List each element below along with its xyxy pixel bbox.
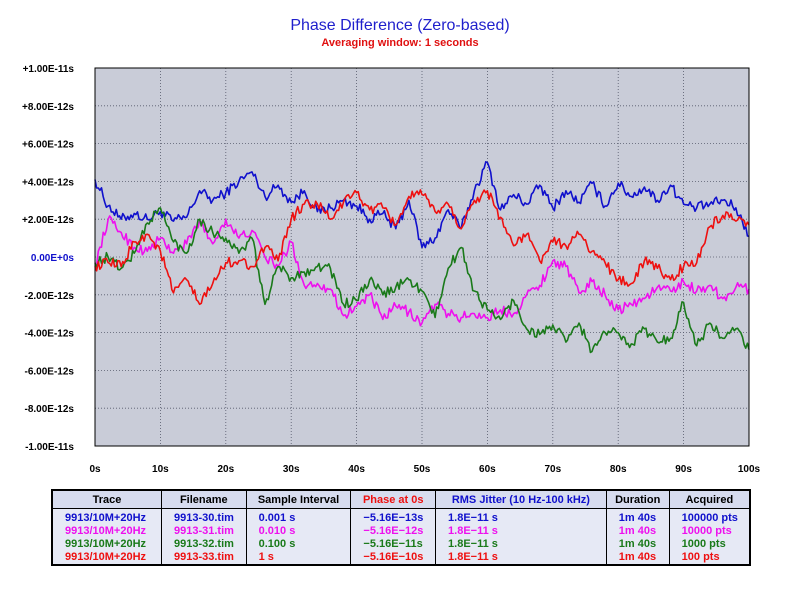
y-tick-label: -8.00E-12s [25,404,75,415]
series-line [94,161,750,249]
y-tick-label: +2.00E-12s [22,215,74,226]
x-tick-label: 90s [675,464,692,475]
y-tick-label: +6.00E-12s [22,140,74,151]
legend-header-jitter: RMS Jitter (10 Hz-100 kHz) [435,491,607,509]
legend-duration: 1m 40s [606,551,670,564]
legend-trace: 9913/10M+20Hz [53,538,162,551]
phase-difference-chart: +1.00E-11s +8.00E-12s +6.00E-12s +4.00E-12s… [22,64,761,475]
x-tick-label: 0s [89,464,101,475]
legend-filename: 9913-31.tim [161,525,247,538]
y-tick-label: -4.00E-12s [25,329,75,340]
legend-jitter: 1.8E−11 s [435,551,607,564]
y-tick-label: +4.00E-12s [22,177,74,188]
legend-header-acquired: Acquired [669,491,749,509]
y-tick-label: -1.00E-11s [25,442,74,453]
legend-grid: Trace Filename Sample Interval Phase at … [53,491,749,564]
legend-interval: 1 s [246,551,352,564]
legend-header-duration: Duration [606,491,670,509]
legend-acquired: 1000 pts [681,538,726,550]
series-line [94,189,750,306]
legend-filename: 9913-33.tim [161,551,247,564]
x-tick-label: 100s [738,464,761,475]
x-tick-label: 60s [479,464,496,475]
legend-duration: 1m 40s [606,525,670,538]
legend-jitter: 1.8E−11 s [435,508,607,525]
legend-duration: 1m 40s [606,538,670,551]
legend-header-interval: Sample Interval [246,491,352,509]
legend-header-trace: Trace [53,491,162,509]
y-tick-label: -2.00E-12s [25,291,75,302]
legend-acquired: 100000 pts [681,512,738,524]
series-line [94,207,750,354]
legend-table: Trace Filename Sample Interval Phase at … [51,489,751,566]
x-tick-label: 30s [283,464,300,475]
legend-header-phase: Phase at 0s [350,491,437,509]
y-tick-label: +8.00E-12s [22,102,74,113]
plot-frame [94,67,750,447]
legend-header-filename: Filename [161,491,247,509]
legend-jitter: 1.8E−11 s [435,525,607,538]
legend-trace: 9913/10M+20Hz [53,525,162,538]
legend-trace: 9913/10M+20Hz [53,551,162,564]
legend-phase: −5.16E−10s [350,551,437,564]
legend-phase: −5.16E−12s [350,525,437,538]
legend-row: 9913/10M+20Hz 9913-31.tim 0.010 s −5.16E… [53,525,749,538]
x-tick-label: 40s [348,464,365,475]
legend-interval: 0.100 s [246,538,352,551]
legend-acquired: 10000 pts [681,525,732,537]
legend-row: 9913/10M+20Hz 9913-30.tim 0.001 s −5.16E… [53,508,749,525]
legend-filename: 9913-32.tim [161,538,247,551]
legend-acquired: 100 pts [681,551,720,563]
x-tick-label: 70s [544,464,561,475]
legend-header-row: Trace Filename Sample Interval Phase at … [53,491,749,509]
legend-filename: 9913-30.tim [161,508,247,525]
y-tick-label: 0.00E+0s [31,253,75,264]
legend-jitter: 1.8E−11 s [435,538,607,551]
chart-subtitle: Averaging window: 1 seconds [321,37,479,49]
legend-interval: 0.010 s [246,525,352,538]
legend-duration: 1m 40s [606,508,670,525]
legend-phase: −5.16E−13s [350,508,437,525]
legend-row: 9913/10M+20Hz 9913-32.tim 0.100 s −5.16E… [53,538,749,551]
chart-title: Phase Difference (Zero-based) [290,17,510,34]
x-tick-label: 80s [610,464,627,475]
legend-interval: 0.001 s [246,508,352,525]
x-tick-label: 50s [414,464,431,475]
legend-trace: 9913/10M+20Hz [53,508,162,525]
series-line [94,215,750,327]
legend-row: 9913/10M+20Hz 9913-33.tim 1 s −5.16E−10s… [53,551,749,564]
x-tick-label: 10s [152,464,169,475]
y-tick-label: -6.00E-12s [25,366,75,377]
legend-phase: −5.16E−11s [350,538,437,551]
y-tick-label: +1.00E-11s [23,64,75,75]
x-tick-label: 20s [217,464,234,475]
